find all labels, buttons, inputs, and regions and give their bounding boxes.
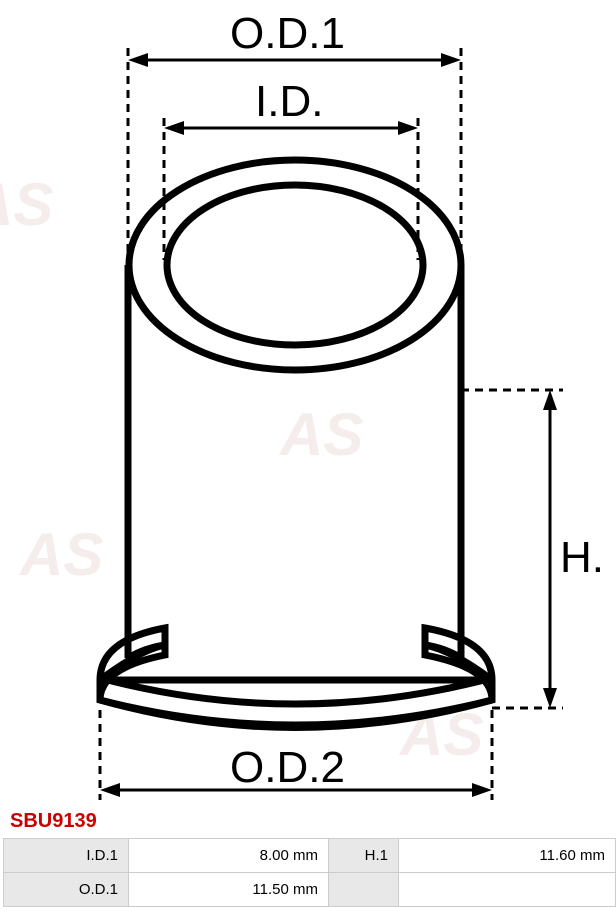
table-row: O.D.1 11.50 mm [4, 873, 616, 907]
diagram-area: AS AS AS AS O.D.1 [0, 0, 616, 810]
spec-label [329, 873, 399, 907]
spec-value: 11.50 mm [129, 873, 329, 907]
technical-drawing: O.D.1 I.D. H. O.D.2 [0, 0, 616, 810]
spec-value: 8.00 mm [129, 839, 329, 873]
part-code: SBU9139 [10, 810, 97, 833]
table-row: I.D.1 8.00 mm H.1 11.60 mm [4, 839, 616, 873]
label-od1: O.D.1 [230, 9, 345, 58]
label-h: H. [560, 533, 604, 582]
label-od2: O.D.2 [230, 743, 345, 792]
spec-label: H.1 [329, 839, 399, 873]
spec-table: I.D.1 8.00 mm H.1 11.60 mm O.D.1 11.50 m… [3, 838, 616, 907]
spec-label: I.D.1 [4, 839, 129, 873]
spec-value [399, 873, 616, 907]
spec-value: 11.60 mm [399, 839, 616, 873]
spec-label: O.D.1 [4, 873, 129, 907]
label-id: I.D. [255, 77, 323, 126]
